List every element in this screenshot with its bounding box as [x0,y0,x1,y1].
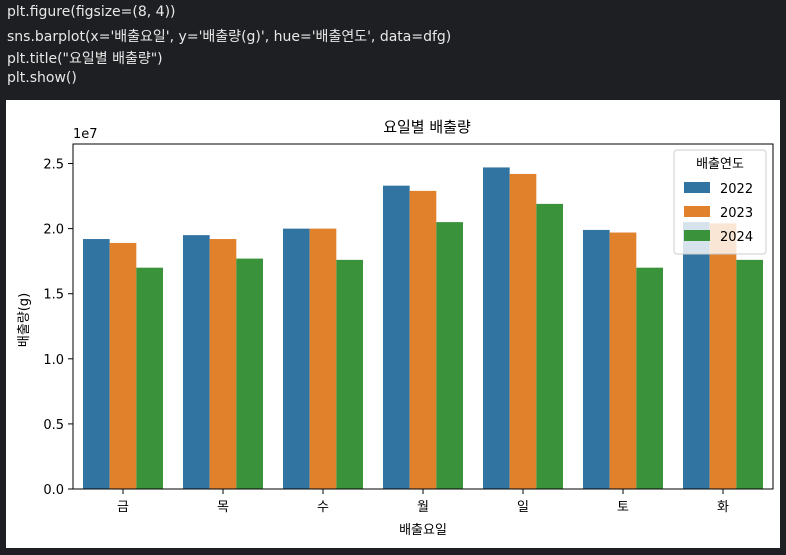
y-tick-label: 2.5 [43,158,64,173]
x-axis-label: 배출요일 [399,523,447,538]
bar [709,223,737,489]
y-tick-label: 1.0 [43,353,64,368]
plot-frame [72,143,774,490]
legend-label: 2023 [720,206,753,221]
chart-title: 요일별 배출량 [383,118,471,136]
code-line: sns.barplot(x='배출요일', y='배출량(g)', hue='배… [7,29,452,45]
y-tick-label: 0.5 [43,418,64,433]
y-axis-label: 배출량(g) [17,293,32,347]
legend-label: 2022 [720,182,753,197]
code-line: plt.title("요일별 배출량") [7,51,163,67]
x-tick-label: 토 [617,500,629,515]
y-tick-label: 1.5 [43,288,64,303]
bar [736,259,763,489]
bar [609,232,637,489]
legend-swatch [684,182,710,193]
legend-swatch [684,230,710,241]
bar [583,229,610,489]
bar [109,242,137,489]
bar [436,222,463,489]
x-tick-label: 금 [117,500,129,515]
bar-chart: 요일별 배출량 1e7 배출량(g) 배출요일 금 목 수 월 일 토 화 0.0 0.5 1.0… [17,118,774,538]
x-tick-label: 일 [517,500,529,515]
y-tick-label: 2.0 [43,223,64,238]
bar [283,228,310,490]
x-tick-label: 월 [417,500,429,515]
legend-title: 배출연도 [696,157,744,172]
x-tick-label: 화 [717,500,729,515]
code-line: plt.show() [7,70,77,86]
legend-box [673,149,767,255]
bar [309,228,337,490]
offset-label: 1e7 [73,127,98,142]
cell-output: 요일별 배출량 1e7 배출량(g) 배출요일 금 목 수 월 일 토 화 0.0 0.5 1.0… [6,100,780,548]
code-cell[interactable]: plt.figure(figsize=(8, 4)) sns.barplot(x… [0,0,786,92]
y-tick-label: 0.0 [43,483,64,498]
bar [483,167,510,489]
bar [509,173,537,489]
bar [236,258,263,489]
bar [183,235,210,489]
bar [83,239,110,489]
bar [209,239,237,489]
code-line: plt.figure(figsize=(8, 4)) [7,4,176,20]
legend-label: 2024 [720,230,753,245]
bar [636,267,663,489]
x-tick-label: 수 [317,500,329,515]
bar [683,222,710,489]
bar [409,190,437,489]
legend-swatch [684,206,710,217]
bar [536,203,563,490]
x-tick-label: 목 [217,500,229,515]
bar [136,267,163,489]
bar [383,185,410,489]
bar [336,259,363,489]
